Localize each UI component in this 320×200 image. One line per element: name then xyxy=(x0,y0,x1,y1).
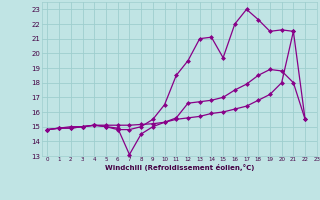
X-axis label: Windchill (Refroidissement éolien,°C): Windchill (Refroidissement éolien,°C) xyxy=(105,164,254,171)
